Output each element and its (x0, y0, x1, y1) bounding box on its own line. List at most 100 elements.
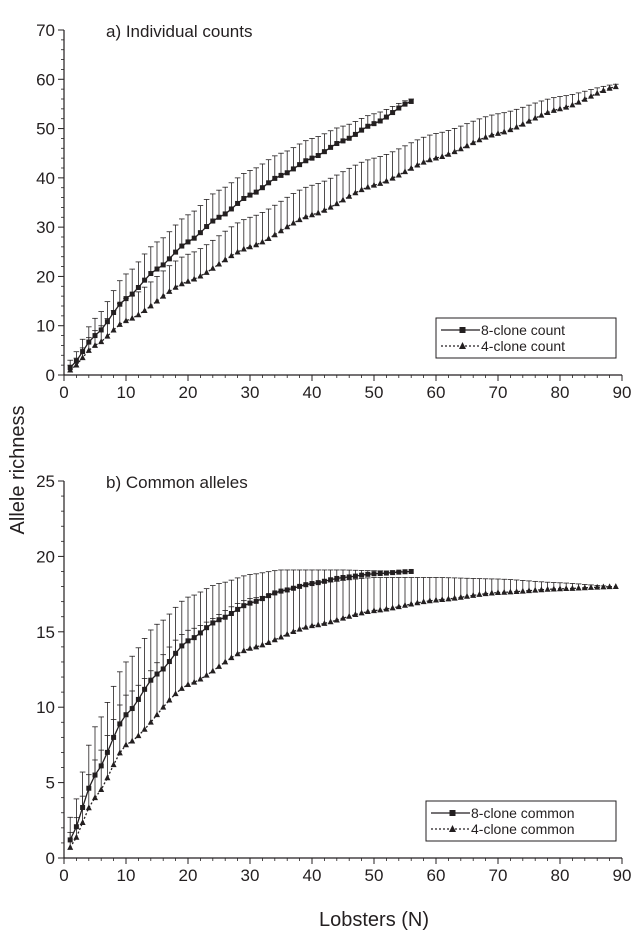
data-point-triangle (247, 644, 253, 651)
data-point-triangle (141, 725, 148, 732)
data-point-triangle (116, 321, 123, 327)
data-point-triangle (488, 131, 495, 138)
data-point-square (222, 211, 228, 217)
data-point-square (334, 141, 340, 147)
series-triangle (67, 577, 619, 850)
data-point-triangle (445, 150, 452, 157)
data-point-square (303, 158, 309, 164)
series-triangle (67, 83, 619, 373)
y-tick-label: 25 (36, 472, 55, 491)
data-point-square (154, 266, 160, 272)
data-point-square (315, 153, 321, 159)
data-point-square (185, 239, 191, 245)
data-point-triangle (575, 98, 582, 105)
data-point-square (402, 569, 408, 575)
data-point-square (346, 135, 352, 141)
data-point-triangle (253, 643, 260, 650)
data-point-triangle (389, 604, 396, 611)
x-tick-label: 80 (551, 866, 570, 885)
y-tick-label: 15 (36, 623, 55, 642)
data-point-triangle (302, 213, 309, 220)
data-point-triangle (581, 584, 588, 591)
legend-box (435, 317, 617, 359)
data-point-triangle (166, 288, 173, 294)
data-point-triangle (116, 749, 123, 756)
data-point-triangle (209, 264, 216, 271)
data-point-square (179, 243, 185, 249)
data-point-triangle (67, 366, 74, 373)
data-point-triangle (259, 238, 266, 245)
data-point-triangle (550, 585, 557, 592)
data-point-triangle (67, 844, 74, 850)
y-tick-label: 10 (36, 698, 55, 717)
data-point-triangle (271, 636, 278, 643)
data-point-triangle (377, 180, 384, 186)
data-point-triangle (340, 196, 346, 203)
data-point-triangle (408, 164, 415, 171)
data-point-triangle (402, 602, 408, 608)
data-point-square (408, 98, 414, 104)
data-point-square (402, 101, 408, 107)
data-point-square (365, 123, 371, 129)
data-point-triangle (451, 594, 458, 601)
data-point-triangle (408, 600, 415, 607)
data-point-triangle (389, 174, 396, 181)
chart-panel-b: 0 10 20 30 40 50 60 70 80 90 0 5 10 15 20 25 b) Common a… (36, 472, 631, 885)
data-point-triangle (110, 761, 117, 768)
data-point-triangle (550, 107, 557, 113)
x-tick-label: 30 (241, 383, 260, 402)
data-point-triangle (426, 597, 433, 604)
x-tick-label: 20 (179, 866, 198, 885)
data-point-triangle (526, 587, 532, 594)
data-point-triangle (358, 609, 365, 616)
data-point-square (290, 166, 296, 172)
data-point-square (315, 580, 321, 586)
data-point-triangle (191, 275, 198, 282)
data-point-triangle (123, 317, 129, 324)
data-point-triangle (315, 209, 322, 216)
data-point-triangle (557, 105, 563, 112)
data-point-triangle (284, 630, 291, 637)
data-point-triangle (104, 774, 111, 781)
data-point-square (166, 256, 172, 262)
y-tick-label: 0 (46, 366, 55, 385)
data-point-triangle (284, 223, 291, 230)
data-point-triangle (563, 103, 570, 110)
x-tick-label: 80 (551, 383, 570, 402)
data-point-triangle (228, 252, 235, 259)
y-tick-label: 0 (46, 849, 55, 868)
data-point-triangle (600, 87, 607, 93)
shared-x-axis-title: Lobsters (N) (319, 909, 429, 931)
data-point-triangle (594, 89, 601, 96)
data-point-triangle (79, 819, 86, 825)
data-point-triangle (395, 603, 402, 610)
data-point-triangle (185, 277, 191, 284)
data-point-triangle (495, 589, 501, 595)
data-point-square (241, 195, 247, 201)
y-tick-label: 5 (46, 774, 55, 793)
data-point-triangle (482, 133, 489, 140)
data-point-triangle (203, 671, 210, 678)
data-point-triangle (234, 248, 241, 255)
legend-label: 8-clone common (471, 805, 575, 821)
data-point-square (390, 570, 396, 576)
data-point-triangle (588, 584, 594, 590)
data-point-triangle (160, 292, 167, 299)
data-point-triangle (290, 628, 297, 635)
data-point-triangle (519, 120, 526, 127)
x-tick-label: 20 (179, 383, 198, 402)
x-tick-label: 40 (303, 866, 322, 885)
data-point-triangle (433, 596, 439, 603)
data-point-triangle (420, 598, 427, 605)
data-point-triangle (346, 612, 353, 619)
data-point-triangle (147, 718, 154, 725)
data-point-triangle (197, 675, 204, 682)
data-point-square (334, 575, 340, 581)
data-point-square (216, 214, 222, 220)
data-point-triangle (451, 148, 458, 155)
data-point-triangle (538, 586, 545, 593)
data-point-triangle (172, 283, 179, 290)
data-point-triangle (98, 786, 105, 793)
x-tick-label: 50 (365, 383, 384, 402)
legend-marker-triangle (459, 342, 466, 349)
